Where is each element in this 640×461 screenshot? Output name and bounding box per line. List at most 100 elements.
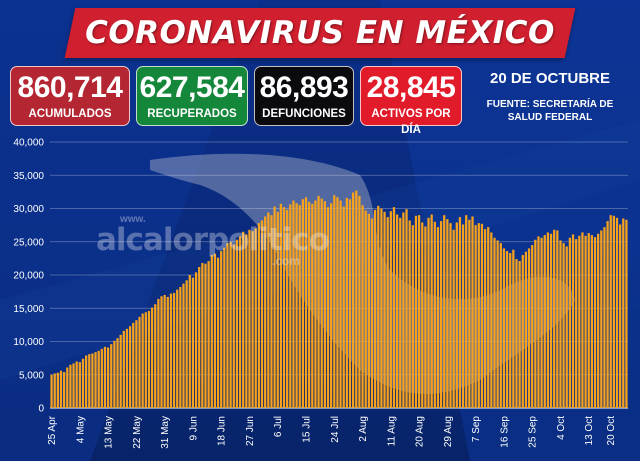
bar: [50, 374, 53, 408]
bar: [461, 224, 465, 408]
bar: [512, 249, 515, 408]
x-tick-label: 25 Apr: [47, 415, 58, 445]
bar: [430, 214, 433, 408]
bar: [172, 292, 176, 408]
stat-active: 28,845 ACTIVOS POR DÍA: [360, 66, 462, 136]
bar: [179, 286, 182, 408]
bar: [531, 245, 534, 408]
bar: [144, 312, 147, 408]
x-tick-label: 24 Jul: [330, 416, 341, 443]
bar: [210, 255, 213, 408]
bar: [622, 218, 625, 408]
bar: [597, 233, 600, 408]
bar: [386, 217, 389, 408]
bar: [147, 310, 151, 408]
bar: [383, 211, 386, 408]
bar: [289, 204, 292, 408]
bar: [273, 206, 276, 408]
bar: [110, 344, 113, 408]
stat-recovered: 627,584 RECUPERADOS: [136, 66, 248, 126]
source-note: FUENTE: SECRETARÍA DE SALUD FEDERAL: [470, 98, 630, 124]
bar: [377, 205, 380, 408]
bar: [625, 219, 628, 408]
bar: [427, 217, 430, 408]
x-tick-label: 25 Sep: [528, 416, 539, 448]
bar: [433, 221, 436, 408]
bar: [524, 251, 528, 408]
bar: [267, 212, 270, 408]
bar: [176, 289, 179, 408]
bar: [549, 233, 553, 408]
bar: [220, 251, 223, 408]
bar: [487, 227, 490, 408]
x-tick-label: 2 Aug: [358, 416, 369, 442]
stat-recovered-value: 627,584: [139, 71, 245, 104]
bar: [150, 307, 154, 408]
x-tick-label: 20 Oct: [606, 416, 617, 446]
bar: [326, 207, 330, 408]
x-tick-label: 29 Aug: [443, 416, 454, 447]
bar: [502, 248, 506, 408]
bar: [578, 235, 581, 408]
bar: [198, 267, 201, 408]
stat-active-value: 28,845: [366, 71, 456, 104]
bar: [389, 211, 392, 408]
bar: [534, 239, 537, 408]
bar: [330, 203, 333, 408]
bar: [229, 241, 232, 408]
bar: [264, 216, 267, 408]
y-tick-label: 0: [38, 404, 44, 415]
bar: [301, 199, 304, 408]
bar: [135, 320, 138, 408]
bar: [207, 261, 210, 408]
bar: [480, 223, 484, 408]
bar: [515, 259, 518, 408]
bar: [323, 201, 326, 408]
bar: [361, 205, 364, 408]
bar: [590, 235, 593, 408]
bar: [615, 217, 619, 408]
bar: [490, 232, 493, 408]
bar: [553, 229, 556, 408]
x-tick-label: 15 Jul: [302, 416, 313, 443]
bar: [455, 222, 458, 408]
source-line-2: SALUD FEDERAL: [507, 112, 593, 123]
bar: [556, 230, 559, 408]
y-tick-label: 20,000: [13, 271, 44, 282]
bar: [308, 201, 311, 408]
bar: [446, 219, 449, 408]
bar: [364, 210, 367, 408]
bar: [91, 353, 94, 408]
stat-deaths-label: DEFUNCIONES: [262, 108, 346, 120]
bar: [584, 235, 587, 408]
bar: [537, 236, 540, 408]
bar: [213, 253, 217, 408]
bar: [336, 197, 339, 408]
bar: [232, 244, 235, 408]
bar: [235, 239, 239, 408]
bar: [66, 367, 69, 408]
bar: [226, 243, 229, 408]
bar: [333, 195, 336, 408]
bar: [314, 200, 317, 408]
bar: [128, 326, 132, 408]
bar: [286, 209, 289, 408]
bar: [138, 316, 141, 408]
bar: [53, 373, 56, 408]
bar: [493, 237, 496, 408]
bar: [106, 347, 110, 408]
x-tick-label: 11 Aug: [386, 416, 397, 446]
bar: [496, 240, 499, 408]
bar: [188, 275, 191, 408]
y-tick-label: 35,000: [13, 171, 44, 182]
bar: [157, 298, 160, 408]
bar: [358, 195, 361, 408]
bar: [116, 338, 119, 408]
x-tick-label: 27 Jun: [245, 416, 256, 446]
bar: [103, 346, 107, 408]
bar: [543, 235, 546, 408]
bar: [311, 203, 314, 408]
y-tick-label: 15,000: [13, 304, 44, 315]
bar: [132, 322, 135, 408]
